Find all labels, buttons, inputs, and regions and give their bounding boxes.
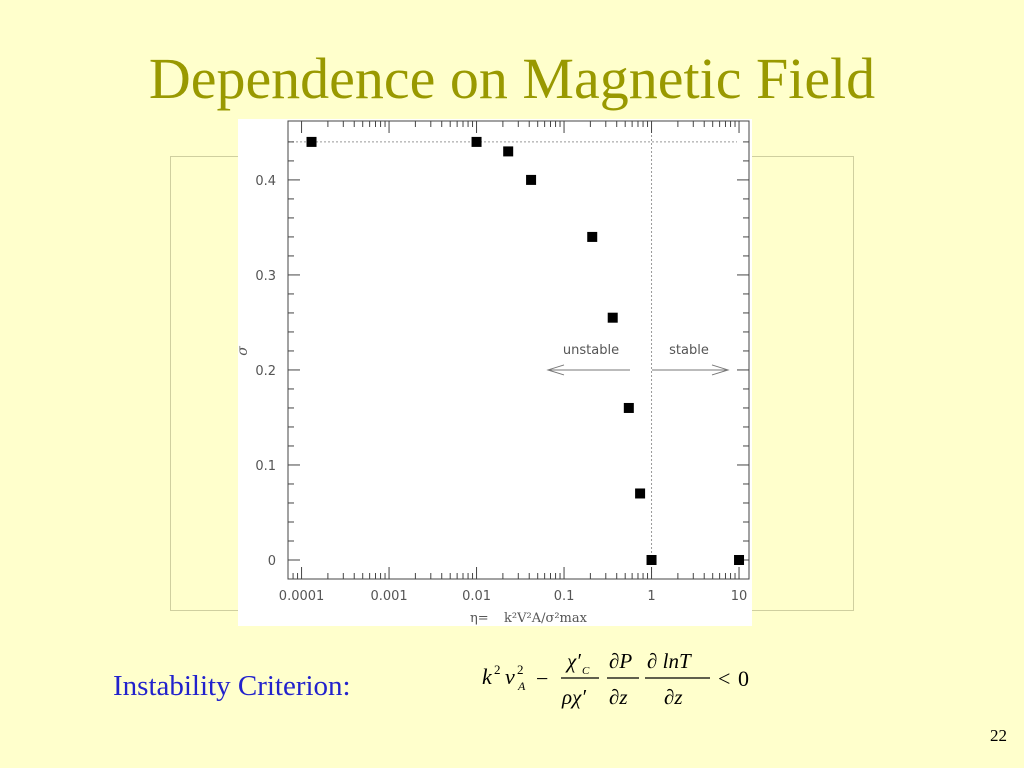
tick-labels: 0.0001 0.001 0.01 0.1 1 10 0 0.1 0.2 0.3 0.4 σ η= k²V… [238, 174, 747, 626]
y-tick-label: 0.2 [255, 364, 276, 379]
data-point [503, 146, 514, 157]
x-axis-label-eta: η= [470, 611, 489, 626]
x-tick-label: 0.01 [462, 589, 491, 604]
data-point [587, 231, 598, 242]
data-point [635, 488, 646, 499]
instability-formula: k 2 v 2 A − χ′ C ρχ′ ∂P ∂z ∂ lnT ∂z < 0 [478, 646, 768, 716]
tiny-caption [171, 157, 211, 162]
x-tick-label: 0.1 [554, 589, 575, 604]
data-point [471, 136, 482, 147]
slide-title: Dependence on Magnetic Field [148, 46, 876, 111]
annotation-unstable: unstable [563, 343, 619, 358]
formula-zero: 0 [738, 666, 749, 691]
y-tick-label: 0.3 [255, 269, 276, 284]
formula-v-sub: A [517, 679, 526, 693]
data-point [306, 136, 317, 147]
formula-chi-num: χ′ [565, 649, 581, 673]
data-point [623, 402, 634, 413]
data-point [526, 174, 537, 185]
formula-k: k [482, 664, 493, 689]
arrow-stable-head [711, 364, 730, 376]
annotations: unstable stable [546, 343, 730, 376]
y-tick-label: 0 [268, 554, 276, 569]
x-tick-label: 10 [731, 589, 748, 604]
instability-criterion-label: Instability Criterion: [113, 670, 351, 702]
formula-minus: − [536, 666, 548, 691]
scatter-chart: 0.0001 0.001 0.01 0.1 1 10 0 0.1 0.2 0.3 0.4 σ η= k²V… [238, 119, 752, 626]
data-point [734, 554, 745, 565]
reference-lines [288, 135, 737, 579]
x-axis-label-expression: k²V²A/σ²max [504, 611, 588, 626]
formula-dz1: ∂z [609, 685, 628, 709]
formula-dz2: ∂z [664, 685, 683, 709]
data-points [306, 136, 745, 565]
y-tick-label: 0.4 [255, 174, 276, 189]
formula-v: v [505, 664, 515, 689]
formula-lt: < [718, 666, 730, 691]
data-point [646, 554, 657, 565]
annotation-stable: stable [669, 343, 709, 358]
axis-ticks [287, 121, 749, 579]
y-axis-label: σ [238, 346, 251, 356]
x-tick-label: 0.0001 [279, 589, 325, 604]
chart-svg: 0.0001 0.001 0.01 0.1 1 10 0 0.1 0.2 0.3 0.4 σ η= k²V… [238, 120, 750, 626]
arrow-unstable-head [546, 364, 565, 376]
formula-k-sup: 2 [494, 662, 501, 677]
x-tick-label: 1 [647, 589, 655, 604]
page-number: 22 [990, 726, 1007, 745]
formula-dP: ∂P [609, 649, 632, 673]
formula-chi-num-sub: C [582, 665, 590, 677]
formula-dlnT: ∂ lnT [647, 649, 692, 673]
x-tick-label: 0.001 [370, 589, 407, 604]
formula-v-sup: 2 [517, 662, 524, 677]
formula-den1: ρχ′ [561, 685, 586, 709]
y-tick-label: 0.1 [255, 459, 276, 474]
data-point [607, 312, 618, 323]
